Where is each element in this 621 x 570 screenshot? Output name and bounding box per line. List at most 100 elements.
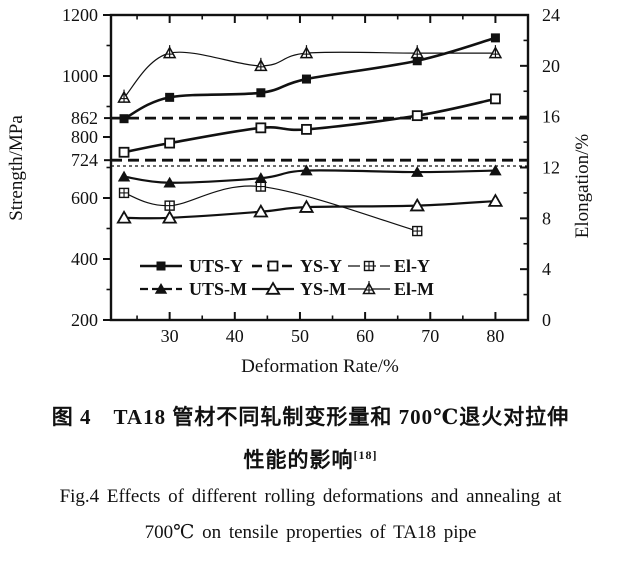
marker-triangle-filled — [300, 164, 313, 176]
legend-label-YS-M: YS-M — [300, 279, 346, 299]
marker-square-cross — [255, 181, 267, 192]
x-axis-ticks: 30 40 50 60 70 80 — [136, 15, 504, 346]
legend-label-UTS-Y: UTS-Y — [189, 256, 243, 276]
left-tick-label: 800 — [71, 127, 98, 147]
marker-square-open — [411, 110, 423, 122]
marker-triangle-cross — [362, 281, 376, 295]
right-tick-label: 20 — [542, 56, 560, 76]
x-tick-label: 70 — [421, 326, 439, 346]
marker-square-filled — [490, 33, 500, 43]
marker-triangle-open — [265, 281, 281, 295]
marker-triangle-cross — [488, 45, 503, 59]
marker-triangle-cross — [117, 89, 131, 103]
caption-chinese-line1: 图 4 TA18 管材不同轧制变形量和 700℃退火对拉伸 — [0, 398, 621, 436]
marker-square-filled — [119, 114, 129, 124]
marker-triangle-open — [487, 193, 504, 207]
caption-chinese-line2: 性能的影响[18] — [0, 436, 621, 479]
marker-triangle-cross — [410, 45, 425, 59]
x-axis-title: Deformation Rate/% — [241, 356, 399, 377]
marker-triangle-open — [409, 197, 425, 212]
marker-square-filled — [156, 261, 166, 271]
series-UTS-Y — [119, 33, 500, 124]
legend-item-YS-M: YS-M — [252, 279, 346, 299]
figure-caption: 图 4 TA18 管材不同轧制变形量和 700℃退火对拉伸 性能的影响[18] … — [0, 398, 621, 551]
marker-triangle-cross — [299, 45, 314, 59]
marker-triangle-filled — [163, 176, 176, 188]
marker-triangle-open — [116, 210, 132, 224]
left-tick-label: 1200 — [62, 5, 98, 25]
left-axis-title: Strength/MPa — [6, 115, 27, 221]
legend-item-El-M: El-M — [348, 279, 434, 299]
right-tick-label: 0 — [542, 310, 551, 330]
caption-english-line2: 700℃ on tensile properties of TA18 pipe — [0, 515, 621, 551]
legend-label-El-M: El-M — [394, 279, 434, 299]
caption-reference-superscript: [18] — [353, 448, 378, 462]
marker-triangle-cross — [254, 57, 268, 72]
marker-square-open — [255, 122, 267, 134]
left-tick-label: 1000 — [62, 66, 98, 86]
marker-square-open — [267, 260, 279, 272]
caption-en-text-2: 700℃ on tensile properties of TA18 pipe — [144, 522, 477, 543]
right-axis-title: Elongation/% — [572, 134, 593, 239]
legend-item-UTS-Y: UTS-Y — [140, 256, 243, 276]
right-tick-label: 8 — [542, 208, 551, 228]
left-tick-label: 600 — [71, 188, 98, 208]
left-tick-label: 200 — [71, 310, 98, 330]
right-tick-label: 4 — [542, 259, 551, 279]
caption-en-text-1: Fig.4 Effects of different rolling defor… — [59, 486, 562, 507]
x-tick-label: 30 — [161, 326, 179, 346]
axis-titles: Deformation Rate/% Strength/MPa Elongation… — [6, 115, 593, 377]
series-UTS-M — [117, 164, 502, 188]
series-El-Y — [118, 181, 423, 237]
marker-square-cross — [363, 260, 375, 272]
series-YS-M — [116, 193, 504, 224]
marker-triangle-filled — [154, 283, 168, 294]
marker-square-filled — [301, 74, 311, 84]
legend-label-El-Y: El-Y — [394, 256, 430, 276]
marker-square-filled — [165, 92, 175, 102]
series-YS-Y — [118, 93, 501, 158]
marker-square-open — [118, 146, 130, 158]
marker-square-cross — [412, 225, 423, 237]
legend: UTS-Y YS-Y El-Y UTS-M YS-M El-M — [140, 256, 434, 299]
marker-square-open — [490, 93, 501, 105]
legend-item-YS-Y: YS-Y — [252, 256, 342, 276]
marker-triangle-open — [161, 210, 178, 224]
legend-label-UTS-M: UTS-M — [189, 279, 247, 299]
x-tick-label: 80 — [486, 326, 504, 346]
series-El-Y-line — [123, 185, 418, 232]
left-tick-label: 400 — [71, 249, 98, 269]
marker-square-filled — [256, 88, 266, 98]
series-El-M — [117, 45, 503, 103]
left-axis-ticks: 200 400 600 800 1000 1200 862 724 — [62, 5, 111, 330]
caption-english-line1: Fig.4 Effects of different rolling defor… — [0, 479, 621, 515]
right-tick-label: 16 — [542, 107, 560, 127]
marker-square-cross — [118, 187, 130, 199]
marker-triangle-filled — [254, 172, 268, 183]
marker-triangle-open — [253, 203, 269, 218]
legend-item-UTS-M: UTS-M — [140, 279, 247, 299]
caption-zh-text-1: 图 4 TA18 管材不同轧制变形量和 700℃退火对拉伸 — [51, 405, 570, 429]
right-axis-ticks: 0 4 8 12 16 20 24 — [520, 5, 560, 330]
marker-square-open — [164, 137, 176, 149]
marker-square-open — [301, 123, 312, 135]
caption-zh-text-2: 性能的影响 — [243, 448, 354, 472]
right-tick-label: 24 — [542, 5, 560, 25]
marker-square-filled — [412, 56, 422, 66]
x-tick-label: 60 — [356, 326, 374, 346]
x-tick-label: 40 — [226, 326, 244, 346]
marker-square-cross — [164, 200, 175, 211]
legend-label-YS-Y: YS-Y — [300, 256, 342, 276]
marker-triangle-filled — [489, 164, 502, 176]
marker-triangle-filled — [117, 170, 131, 182]
chart: 30 40 50 60 70 80 200 400 600 800 1000 1200 862 724 0 4… — [6, 5, 593, 377]
marker-triangle-filled — [411, 166, 424, 177]
x-tick-label: 50 — [291, 326, 309, 346]
left-special-tick-label: 862 — [71, 108, 98, 128]
marker-triangle-open — [298, 199, 315, 213]
left-special-tick-label: 724 — [71, 150, 98, 170]
marker-triangle-cross — [162, 45, 177, 59]
reference-lines — [111, 116, 528, 167]
right-tick-label: 12 — [542, 158, 560, 178]
